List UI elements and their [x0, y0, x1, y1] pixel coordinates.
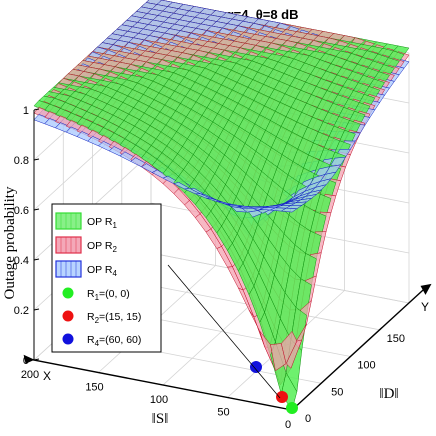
- legend-entry-label: OP R1: [87, 216, 117, 230]
- z-tick: [33, 108, 40, 111]
- z-tick-label: 0.6: [14, 205, 29, 217]
- axes: Outage probability ‖S‖ ‖D‖ X Y 0 0.2 0.4 0.…: [2, 105, 432, 431]
- y-axis-label: ‖D‖: [379, 386, 398, 402]
- y-tick-label: 0: [305, 413, 311, 425]
- y-axis-letter: Y: [421, 300, 429, 314]
- relay-marker-r2: [276, 391, 288, 403]
- relay-marker-r1: [286, 402, 298, 414]
- legend-leader-line: [167, 264, 281, 399]
- y-axis-arrow: [420, 283, 432, 295]
- legend-swatch-marker: [62, 287, 74, 299]
- z-tick-label: 0.2: [14, 305, 29, 317]
- x-tick-label: 50: [217, 407, 229, 419]
- z-tick-label: 1: [23, 105, 29, 117]
- z-tick-label: 0.8: [14, 155, 29, 167]
- legend-entry-label: R1=(0, 0): [87, 288, 130, 302]
- legend-swatch-marker: [62, 333, 74, 345]
- x-tick-label: 0: [285, 419, 291, 431]
- z-axis-label: Outage probability: [2, 186, 18, 299]
- z-tick-label: 0.4: [14, 255, 29, 267]
- x-axis-arrow: [23, 354, 35, 364]
- z-tick: [33, 208, 40, 211]
- legend-swatch-surface: [55, 212, 82, 230]
- legend-swatch-surface: [55, 260, 82, 278]
- y-tick-label: 100: [357, 360, 375, 372]
- surface-cell-op-r4: [280, 207, 298, 213]
- legend-entry-label: OP R4: [87, 264, 117, 278]
- z-tick: [33, 308, 40, 311]
- legend-entry-label: OP R2: [87, 240, 117, 254]
- y-axis-line: [291, 286, 427, 411]
- y-tick-label: 150: [387, 333, 405, 345]
- z-tick: [33, 158, 40, 161]
- x-tick-label: 150: [85, 382, 103, 394]
- legend-entry-label: R2=(15, 15): [87, 311, 141, 325]
- legend-entry-label: R4=(60, 60): [87, 334, 141, 348]
- surfaces: [33, 0, 410, 411]
- relay-markers: [167, 264, 298, 414]
- y-tick-label: 50: [331, 386, 343, 398]
- x-axis-letter: X: [43, 369, 51, 383]
- x-axis-label: ‖S‖: [152, 411, 169, 427]
- legend: OP R1 OP R2 OP R4 R1=(0, 0) R2=(15, 15) R4=(6…: [51, 203, 162, 353]
- legend-swatch-surface: [55, 236, 82, 254]
- legend-swatch-marker: [62, 310, 74, 322]
- surface-cell-op-r2: [281, 330, 298, 365]
- relay-marker-r4: [250, 361, 262, 373]
- x-axis-line: [27, 358, 293, 411]
- z-tick: [33, 258, 40, 261]
- x-tick-label: 200: [21, 369, 39, 381]
- x-tick-label: 100: [150, 394, 168, 406]
